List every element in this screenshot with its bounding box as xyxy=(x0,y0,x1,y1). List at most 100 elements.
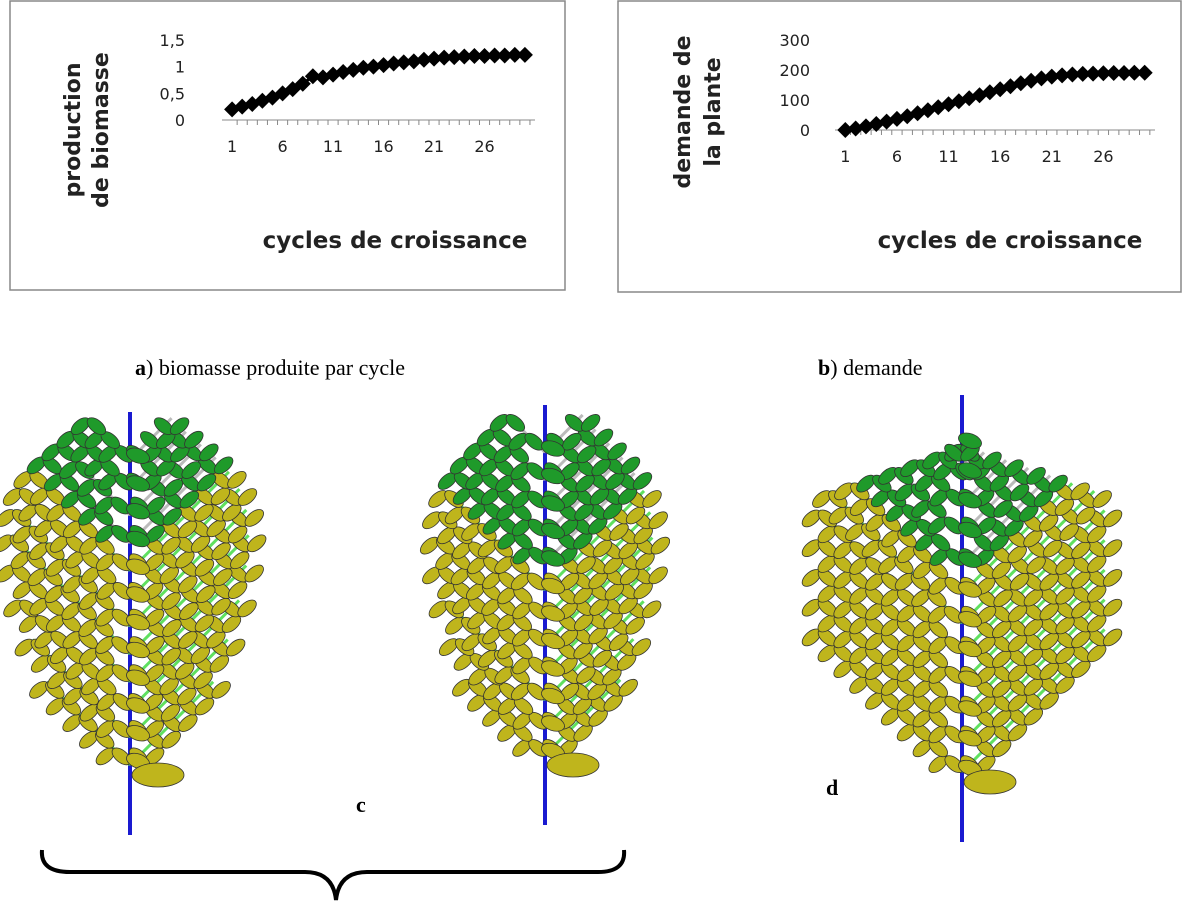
x-tick-label: 6 xyxy=(277,137,287,156)
leaf xyxy=(958,640,982,658)
leaf xyxy=(162,619,182,637)
panel-label: c xyxy=(356,792,366,817)
leaf xyxy=(609,633,629,652)
leaf xyxy=(159,566,179,585)
data-point xyxy=(1116,65,1133,81)
caption: a) biomasse produite par cycle xyxy=(135,355,405,380)
leaf xyxy=(169,417,190,436)
leaf xyxy=(175,550,195,569)
leaf xyxy=(126,641,150,659)
leaf xyxy=(222,503,242,522)
leaf xyxy=(1055,646,1075,665)
data-point xyxy=(476,48,493,64)
leaf xyxy=(546,752,600,778)
data-point xyxy=(365,58,382,75)
leaf xyxy=(992,679,1012,698)
leaf xyxy=(126,669,150,686)
leaf xyxy=(131,762,185,788)
leaf xyxy=(541,605,565,622)
leaf xyxy=(580,414,601,432)
leaf xyxy=(211,681,231,699)
leaf xyxy=(1007,545,1027,564)
data-point xyxy=(395,54,412,71)
data-point xyxy=(1054,67,1071,84)
leaf xyxy=(179,490,200,509)
leaf xyxy=(163,478,184,497)
leaf xyxy=(1076,506,1096,525)
leaf xyxy=(190,535,211,553)
leaf xyxy=(1009,572,1030,591)
leaf xyxy=(161,536,181,555)
leaf xyxy=(958,700,982,717)
leaf xyxy=(620,456,641,475)
leaf xyxy=(958,551,982,568)
data-point xyxy=(405,53,422,70)
leaf xyxy=(958,521,982,539)
leaf xyxy=(1071,660,1091,678)
leaf xyxy=(625,616,645,635)
data-point xyxy=(446,49,463,66)
leaf xyxy=(1102,598,1123,617)
leaf xyxy=(541,632,565,650)
leaf xyxy=(1102,628,1123,647)
leaf xyxy=(641,600,662,619)
data-point xyxy=(355,59,372,76)
leaf xyxy=(1087,614,1107,633)
leaf xyxy=(1102,509,1123,528)
leaf xyxy=(991,561,1012,579)
leaf xyxy=(1071,541,1091,559)
data-point xyxy=(1136,64,1153,81)
leaf xyxy=(210,487,231,506)
x-tick-label: 11 xyxy=(938,147,958,166)
x-tick-label: 11 xyxy=(323,137,343,156)
leaf xyxy=(160,703,181,722)
leaf xyxy=(541,522,565,540)
data-point xyxy=(426,50,443,67)
leaf xyxy=(1007,693,1028,712)
data-point xyxy=(456,48,473,65)
leaf xyxy=(1039,691,1059,710)
leaf xyxy=(1023,618,1044,637)
leaf xyxy=(161,647,181,666)
leaf xyxy=(958,670,982,687)
leaf xyxy=(126,725,150,742)
leaf xyxy=(992,709,1012,728)
branch xyxy=(543,600,645,702)
data-point xyxy=(1074,65,1091,82)
data-point xyxy=(506,46,523,63)
x-axis-title: cycles de croissance xyxy=(878,228,1143,254)
leaf xyxy=(178,631,198,649)
leaf xyxy=(1055,616,1075,635)
data-point xyxy=(436,49,453,66)
y-tick-label: 0 xyxy=(800,121,810,140)
data-point xyxy=(304,68,321,85)
leaf xyxy=(1023,707,1044,726)
leaf xyxy=(1092,490,1112,508)
leaf xyxy=(177,520,198,539)
leaf xyxy=(625,506,646,525)
x-tick-label: 1 xyxy=(227,137,237,156)
leaf xyxy=(196,473,217,492)
leaf xyxy=(993,589,1013,608)
leaf xyxy=(958,611,982,628)
leaf xyxy=(211,597,231,616)
y-tick-label: 300 xyxy=(779,31,810,50)
x-tick-label: 6 xyxy=(892,147,902,166)
leaf xyxy=(648,566,668,585)
leaf xyxy=(576,445,597,464)
leaf xyxy=(541,467,565,485)
leaf xyxy=(592,649,612,668)
leaf xyxy=(175,661,195,680)
leaf xyxy=(642,490,662,508)
leaf xyxy=(226,638,246,657)
leaf xyxy=(126,503,150,520)
brace xyxy=(39,849,627,901)
chart-frame xyxy=(617,0,1182,293)
leaf xyxy=(1023,529,1043,548)
leaf xyxy=(958,462,982,479)
leaf xyxy=(618,678,638,697)
leaf xyxy=(228,525,248,544)
leaf xyxy=(178,575,198,594)
leaf xyxy=(206,630,226,649)
